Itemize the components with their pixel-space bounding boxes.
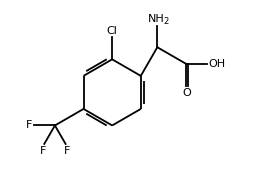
Text: O: O bbox=[183, 88, 191, 98]
Text: 2: 2 bbox=[163, 17, 168, 26]
Text: F: F bbox=[40, 146, 46, 156]
Text: NH: NH bbox=[148, 14, 165, 24]
Text: OH: OH bbox=[208, 59, 225, 69]
Text: F: F bbox=[64, 146, 70, 156]
Text: F: F bbox=[26, 120, 32, 130]
Text: Cl: Cl bbox=[107, 26, 117, 36]
